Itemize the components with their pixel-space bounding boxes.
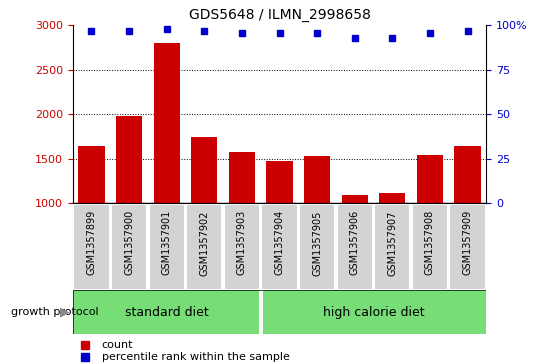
Text: GSM1357903: GSM1357903: [237, 210, 247, 276]
FancyBboxPatch shape: [337, 204, 373, 290]
Bar: [116, 116, 142, 203]
Text: GSM1357904: GSM1357904: [274, 210, 285, 276]
Text: growth protocol: growth protocol: [11, 307, 99, 317]
Bar: [454, 146, 481, 203]
FancyBboxPatch shape: [449, 204, 486, 290]
Bar: [78, 146, 105, 203]
Bar: [266, 162, 293, 203]
Text: count: count: [102, 340, 133, 350]
Bar: [379, 193, 405, 203]
Text: GSM1357908: GSM1357908: [425, 210, 435, 276]
FancyBboxPatch shape: [262, 204, 297, 290]
Text: ▶: ▶: [59, 306, 69, 319]
Text: standard diet: standard diet: [125, 306, 209, 319]
Title: GDS5648 / ILMN_2998658: GDS5648 / ILMN_2998658: [188, 8, 371, 22]
Bar: [229, 152, 255, 203]
Text: percentile rank within the sample: percentile rank within the sample: [102, 352, 290, 362]
FancyBboxPatch shape: [375, 204, 410, 290]
Text: GSM1357899: GSM1357899: [87, 210, 97, 276]
Bar: [73, 290, 260, 334]
Bar: [260, 290, 486, 334]
Text: GSM1357900: GSM1357900: [124, 210, 134, 276]
Text: GSM1357906: GSM1357906: [350, 210, 359, 276]
FancyBboxPatch shape: [73, 204, 110, 290]
Text: GSM1357901: GSM1357901: [162, 210, 172, 276]
Bar: [304, 156, 330, 203]
FancyBboxPatch shape: [111, 204, 147, 290]
Text: GSM1357907: GSM1357907: [387, 210, 397, 276]
Text: high calorie diet: high calorie diet: [323, 306, 424, 319]
FancyBboxPatch shape: [149, 204, 184, 290]
Text: GSM1357909: GSM1357909: [462, 210, 472, 276]
Bar: [154, 43, 180, 203]
Bar: [259, 290, 263, 334]
Text: GSM1357905: GSM1357905: [312, 210, 322, 276]
FancyBboxPatch shape: [186, 204, 222, 290]
Bar: [191, 136, 217, 203]
Bar: [417, 155, 443, 203]
Text: GSM1357902: GSM1357902: [200, 210, 209, 276]
FancyBboxPatch shape: [224, 204, 260, 290]
Bar: [342, 195, 368, 203]
FancyBboxPatch shape: [299, 204, 335, 290]
FancyBboxPatch shape: [412, 204, 448, 290]
